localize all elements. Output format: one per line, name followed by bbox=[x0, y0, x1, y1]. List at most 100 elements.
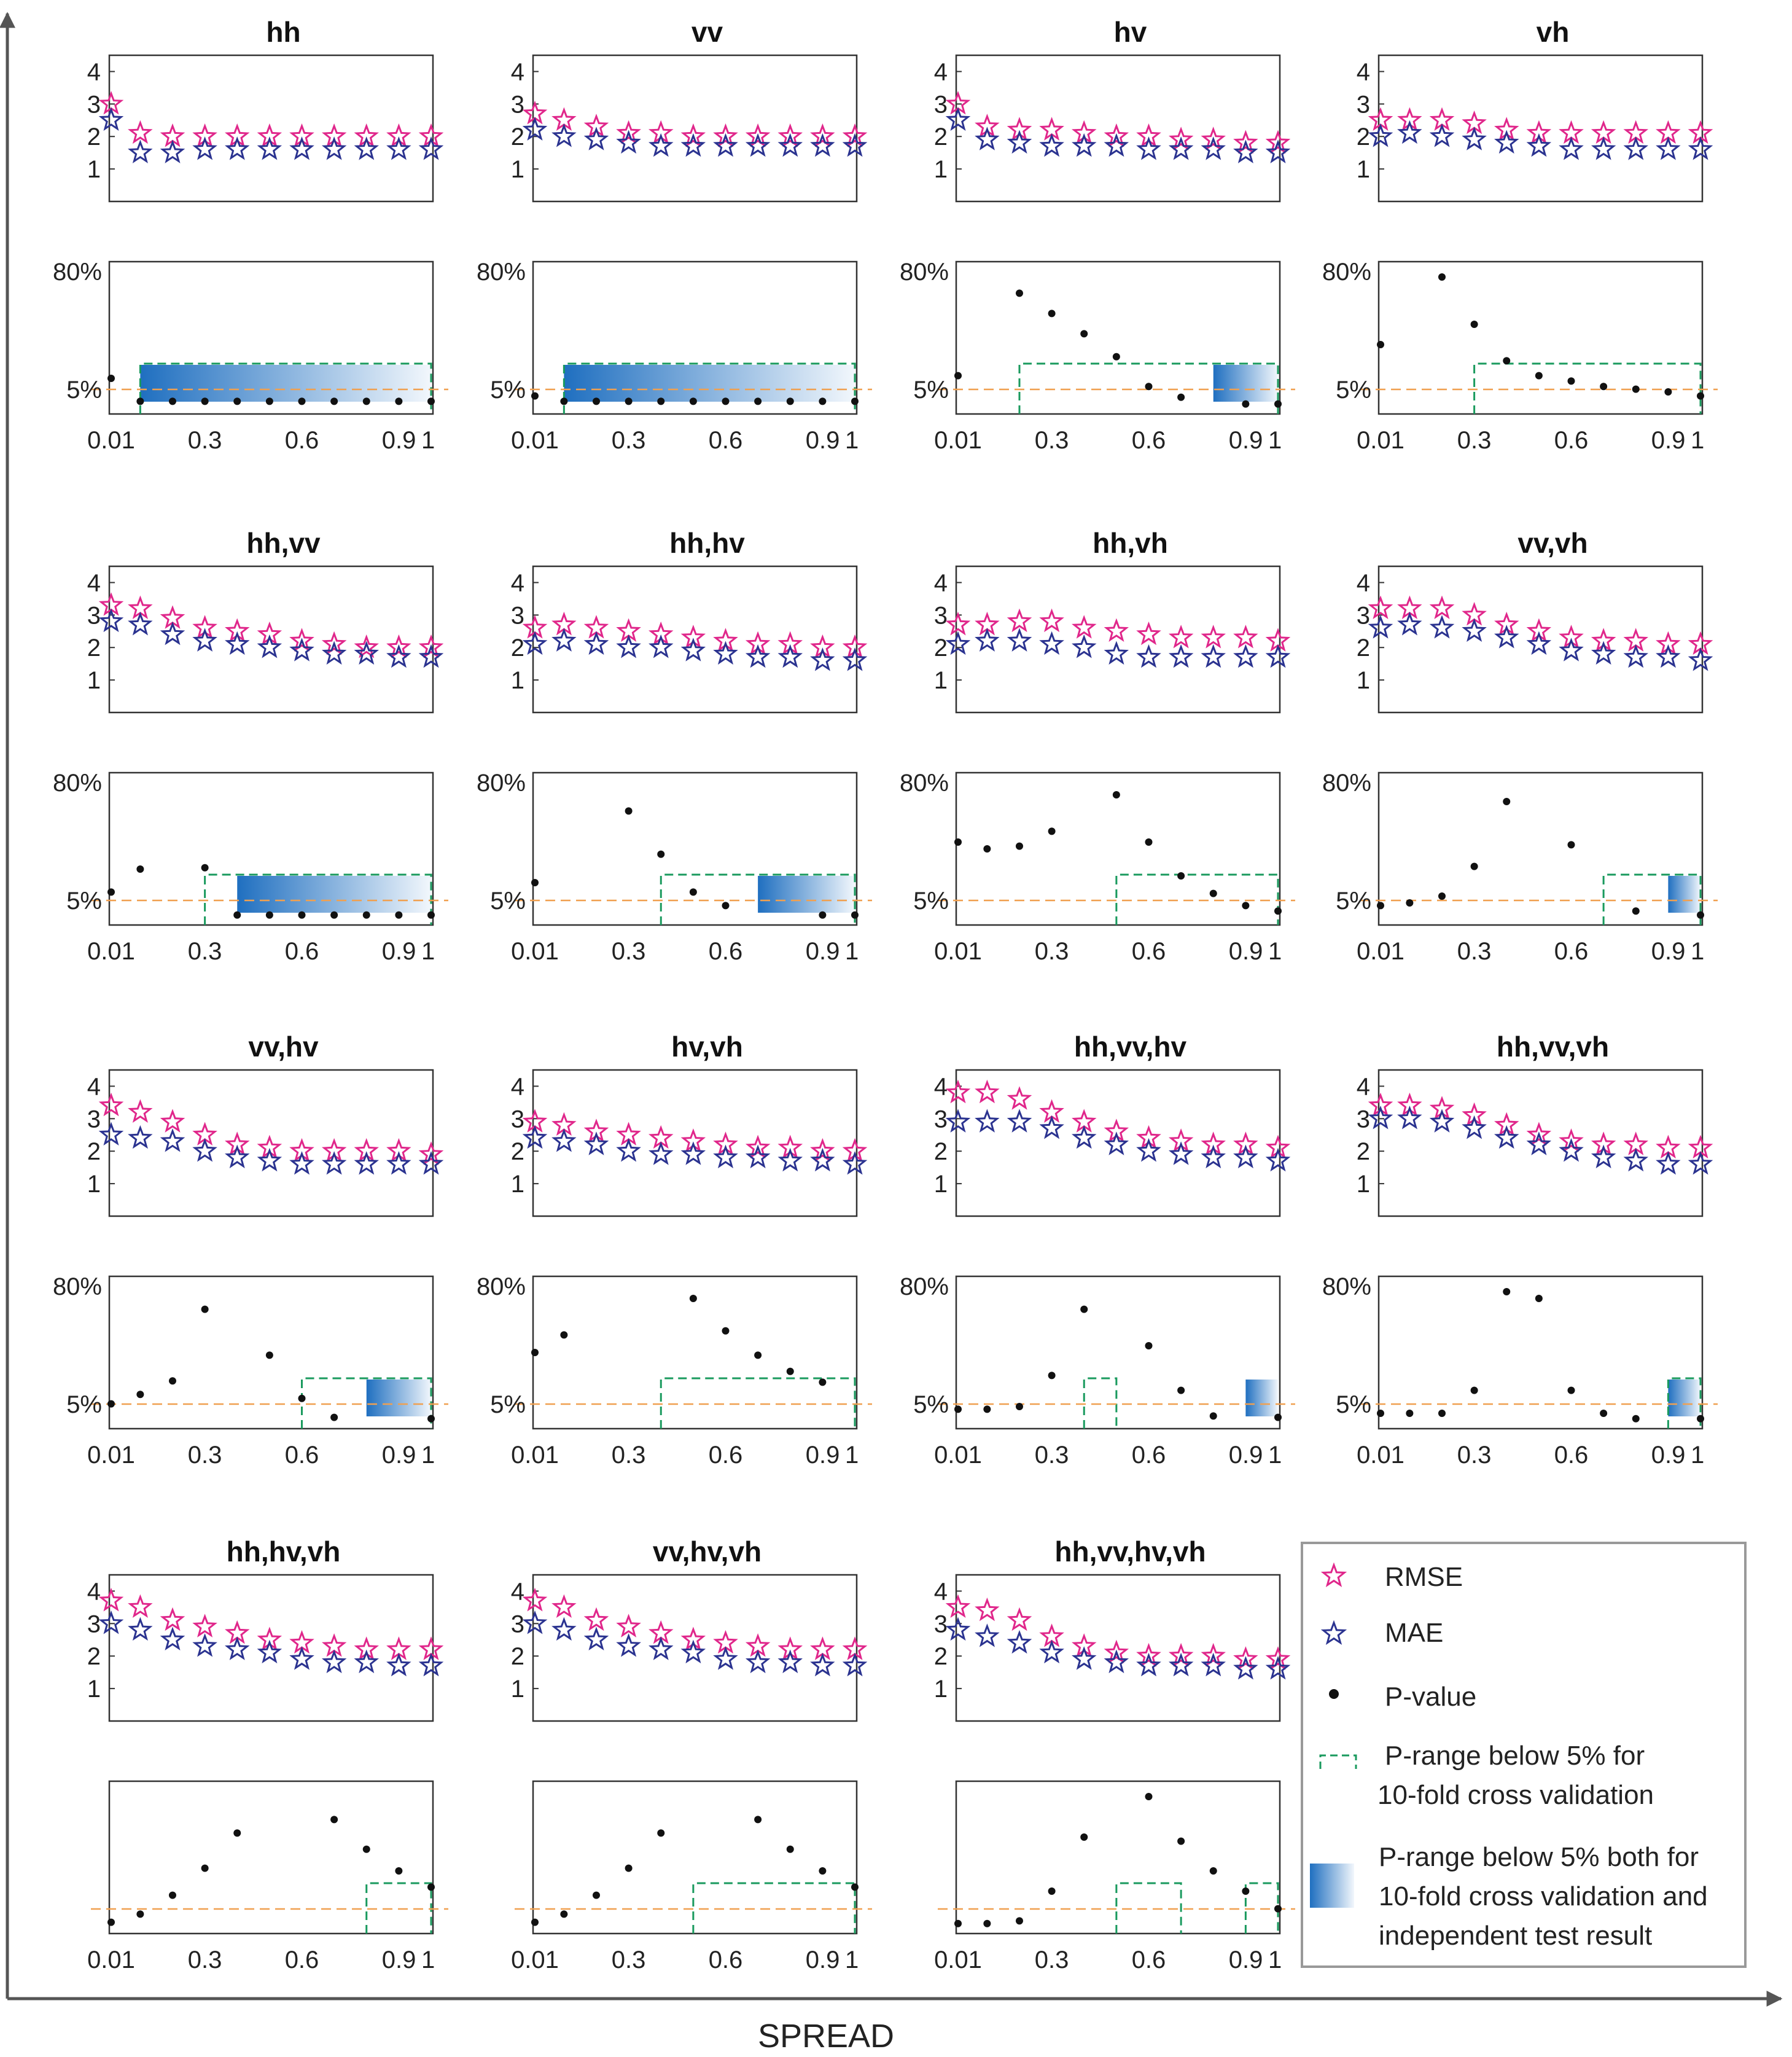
pvalue-point bbox=[427, 397, 435, 405]
rmse-point bbox=[1265, 1646, 1291, 1670]
rmse-point bbox=[1007, 1086, 1032, 1110]
x-tick-label: 0.01 bbox=[87, 1442, 135, 1469]
mae-point bbox=[1007, 1630, 1032, 1654]
pvalue-point bbox=[1567, 841, 1575, 849]
pvalue-point bbox=[786, 397, 794, 405]
pvalue-point bbox=[427, 1883, 435, 1891]
mae-point bbox=[386, 644, 411, 668]
x-tick-label: 0.9 bbox=[806, 427, 840, 454]
pvalue-y-tick-label: 5% bbox=[913, 888, 949, 915]
mae-point bbox=[649, 133, 674, 157]
x-tick-label: 0.6 bbox=[709, 938, 743, 965]
mae-point bbox=[945, 1617, 971, 1641]
x-tick-label: 1 bbox=[421, 1946, 435, 1973]
mae-point bbox=[745, 644, 771, 668]
mae-point bbox=[1104, 1131, 1129, 1155]
mae-point bbox=[1265, 139, 1291, 163]
mae-point bbox=[975, 127, 1000, 150]
error-y-tick-label: 4 bbox=[934, 1578, 948, 1605]
mae-point bbox=[1559, 136, 1584, 160]
pvalue-y-tick-label: 5% bbox=[913, 1391, 949, 1418]
rmse-point bbox=[975, 1079, 1000, 1104]
pvalue-point bbox=[1632, 385, 1640, 393]
mae-point bbox=[321, 1151, 347, 1175]
rmse-point bbox=[1104, 123, 1129, 147]
rmse-point bbox=[810, 1138, 835, 1162]
x-axis-label: SPREAD bbox=[758, 2018, 894, 2055]
pvalue-point bbox=[1600, 1410, 1608, 1417]
pvalue-point bbox=[330, 911, 338, 919]
error-y-tick-label: 2 bbox=[1357, 123, 1370, 150]
mae-point bbox=[354, 1151, 379, 1175]
rmse-point bbox=[1168, 625, 1194, 649]
pvalue-point bbox=[201, 397, 209, 405]
pvalue-y-tick-label: 5% bbox=[66, 377, 102, 404]
cv-range-bracket bbox=[1018, 362, 1279, 414]
mae-point bbox=[354, 1649, 379, 1674]
both-range-block bbox=[564, 365, 855, 402]
rmse-point bbox=[128, 1594, 153, 1618]
x-tick-label: 0.01 bbox=[1357, 938, 1404, 965]
rmse-point bbox=[1104, 1639, 1129, 1664]
error-y-tick-label: 4 bbox=[511, 58, 524, 85]
pvalue-point bbox=[689, 888, 697, 896]
mae-point bbox=[354, 136, 379, 160]
error-y-tick-label: 2 bbox=[511, 634, 524, 662]
x-tick-label: 0.9 bbox=[1229, 938, 1263, 965]
error-y-tick-label: 4 bbox=[1357, 569, 1370, 596]
pvalue-point bbox=[1015, 842, 1023, 850]
pvalue-point bbox=[1438, 273, 1446, 281]
error-y-tick-label: 4 bbox=[934, 58, 948, 85]
pvalue-point bbox=[1567, 377, 1575, 385]
error-y-tick-label: 1 bbox=[934, 1171, 948, 1198]
x-tick-label: 0.9 bbox=[1229, 427, 1263, 454]
pvalue-y-tick-label: 5% bbox=[490, 1391, 526, 1418]
x-tick-label: 0.9 bbox=[382, 1442, 416, 1469]
error-y-tick-label: 2 bbox=[511, 1138, 524, 1165]
x-tick-label: 1 bbox=[1268, 938, 1282, 965]
mae-point bbox=[1559, 1138, 1584, 1162]
mae-point bbox=[1072, 133, 1097, 157]
mae-point bbox=[1462, 618, 1487, 642]
mae-point bbox=[1397, 611, 1422, 636]
pvalue-y-tick-label: 80% bbox=[477, 1273, 526, 1300]
pvalue-point bbox=[1242, 400, 1250, 408]
pvalue-point bbox=[1274, 1905, 1282, 1913]
x-tick-label: 0.6 bbox=[285, 427, 319, 454]
pvalue-y-tick-label: 80% bbox=[53, 770, 102, 797]
mae-point bbox=[649, 1141, 674, 1165]
mae-point bbox=[1072, 634, 1097, 658]
rmse-point bbox=[842, 123, 868, 147]
legend: RMSE MAE P-value P-range below 5% for 10… bbox=[1301, 1542, 1747, 1968]
x-tick-label: 0.3 bbox=[1457, 938, 1492, 965]
rmse-point bbox=[1559, 1128, 1584, 1152]
mae-point bbox=[1688, 136, 1713, 160]
x-tick-label: 0.9 bbox=[382, 427, 416, 454]
mae-point bbox=[1656, 1151, 1681, 1175]
rmse-point bbox=[1233, 1646, 1258, 1670]
rmse-point bbox=[1007, 1607, 1032, 1631]
rmse-point bbox=[1136, 621, 1161, 646]
mae-point bbox=[1688, 1151, 1713, 1175]
mae-point bbox=[975, 628, 1000, 652]
pvalue-point bbox=[1535, 1295, 1543, 1302]
mae-point bbox=[1201, 1652, 1226, 1677]
legend-cv-range-label-line2: 10-fold cross validation bbox=[1377, 1780, 1654, 1810]
x-tick-label: 0.3 bbox=[188, 427, 222, 454]
mae-point bbox=[583, 631, 609, 655]
mae-point bbox=[1104, 133, 1129, 157]
error-y-tick-label: 3 bbox=[87, 91, 101, 118]
panel-title: hh,vv,hv bbox=[1074, 1031, 1187, 1063]
pvalue-point bbox=[954, 372, 962, 380]
pvalue-point bbox=[330, 397, 338, 405]
pvalue-point bbox=[427, 911, 435, 919]
pvalue-plot-frame bbox=[1377, 260, 1704, 415]
error-y-tick-label: 1 bbox=[1357, 667, 1370, 694]
mae-point bbox=[128, 1617, 153, 1641]
error-y-tick-label: 4 bbox=[511, 1578, 524, 1605]
pvalue-point bbox=[1015, 289, 1023, 297]
